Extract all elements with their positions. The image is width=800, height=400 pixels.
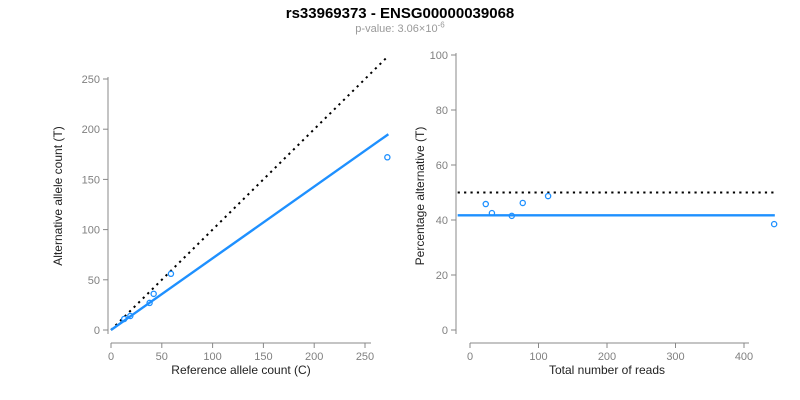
y-tick-label: 100 [82,225,100,237]
data-point [120,315,128,323]
x-tick-label: 100 [203,351,221,363]
figure-title: rs33969373 - ENSG00000039068 [285,5,515,22]
y-tick-label: 100 [430,50,448,62]
allele-count-scatter-plot: 0 50 100 150 200 250 0 50 100 150 200 250 Reference … [51,56,391,377]
x-tick-label: 150 [254,351,272,363]
data-point [146,299,153,307]
y-tick-label: 60 [436,160,448,172]
y-tick-label: 40 [436,215,448,227]
data-point [508,212,516,220]
pvalue-exponent: -6 [437,20,445,30]
x-tick-label: 200 [598,351,616,363]
y-tick-label: 80 [436,105,448,117]
x-tick-label: 250 [356,351,374,363]
y-tick-label: 150 [82,174,100,186]
x-tick-label: 400 [735,351,753,363]
x-tick-label: 50 [156,351,168,363]
data-point [482,200,490,208]
y-tick-label: 0 [94,325,100,337]
x-axis-title: Total number of reads [549,363,665,377]
pvalue-subtitle: p-value: 3.06×10-6 [0,20,800,35]
x-tick-label: 100 [529,351,547,363]
percentage-reads-scatter-plot: 0 20 40 60 80 100 0 100 200 300 400 Total number of… [413,50,778,377]
y-tick-label: 250 [82,74,100,86]
y-axis-title: Percentage alternative (T) [413,127,427,266]
data-point [544,192,552,200]
y-tick-label: 50 [88,275,100,287]
data-point [770,220,778,228]
data-point [167,270,175,278]
pvalue-text: p-value: 3.06×10 [355,23,438,35]
y-tick-label: 20 [436,270,448,282]
y-axis-title: Alternative allele count (T) [51,126,65,265]
regression-line [110,133,390,331]
data-point [127,312,134,320]
data-point [150,290,157,298]
x-tick-label: 0 [108,351,114,363]
x-tick-label: 200 [305,351,323,363]
data-point [384,154,391,161]
data-point [519,199,526,207]
y-tick-label: 0 [442,325,448,337]
identity-line [110,56,389,331]
y-tick-label: 200 [82,124,100,136]
data-point [488,209,496,217]
x-tick-label: 300 [666,351,684,363]
x-tick-label: 0 [467,351,473,363]
x-axis-title: Reference allele count (C) [171,363,310,377]
